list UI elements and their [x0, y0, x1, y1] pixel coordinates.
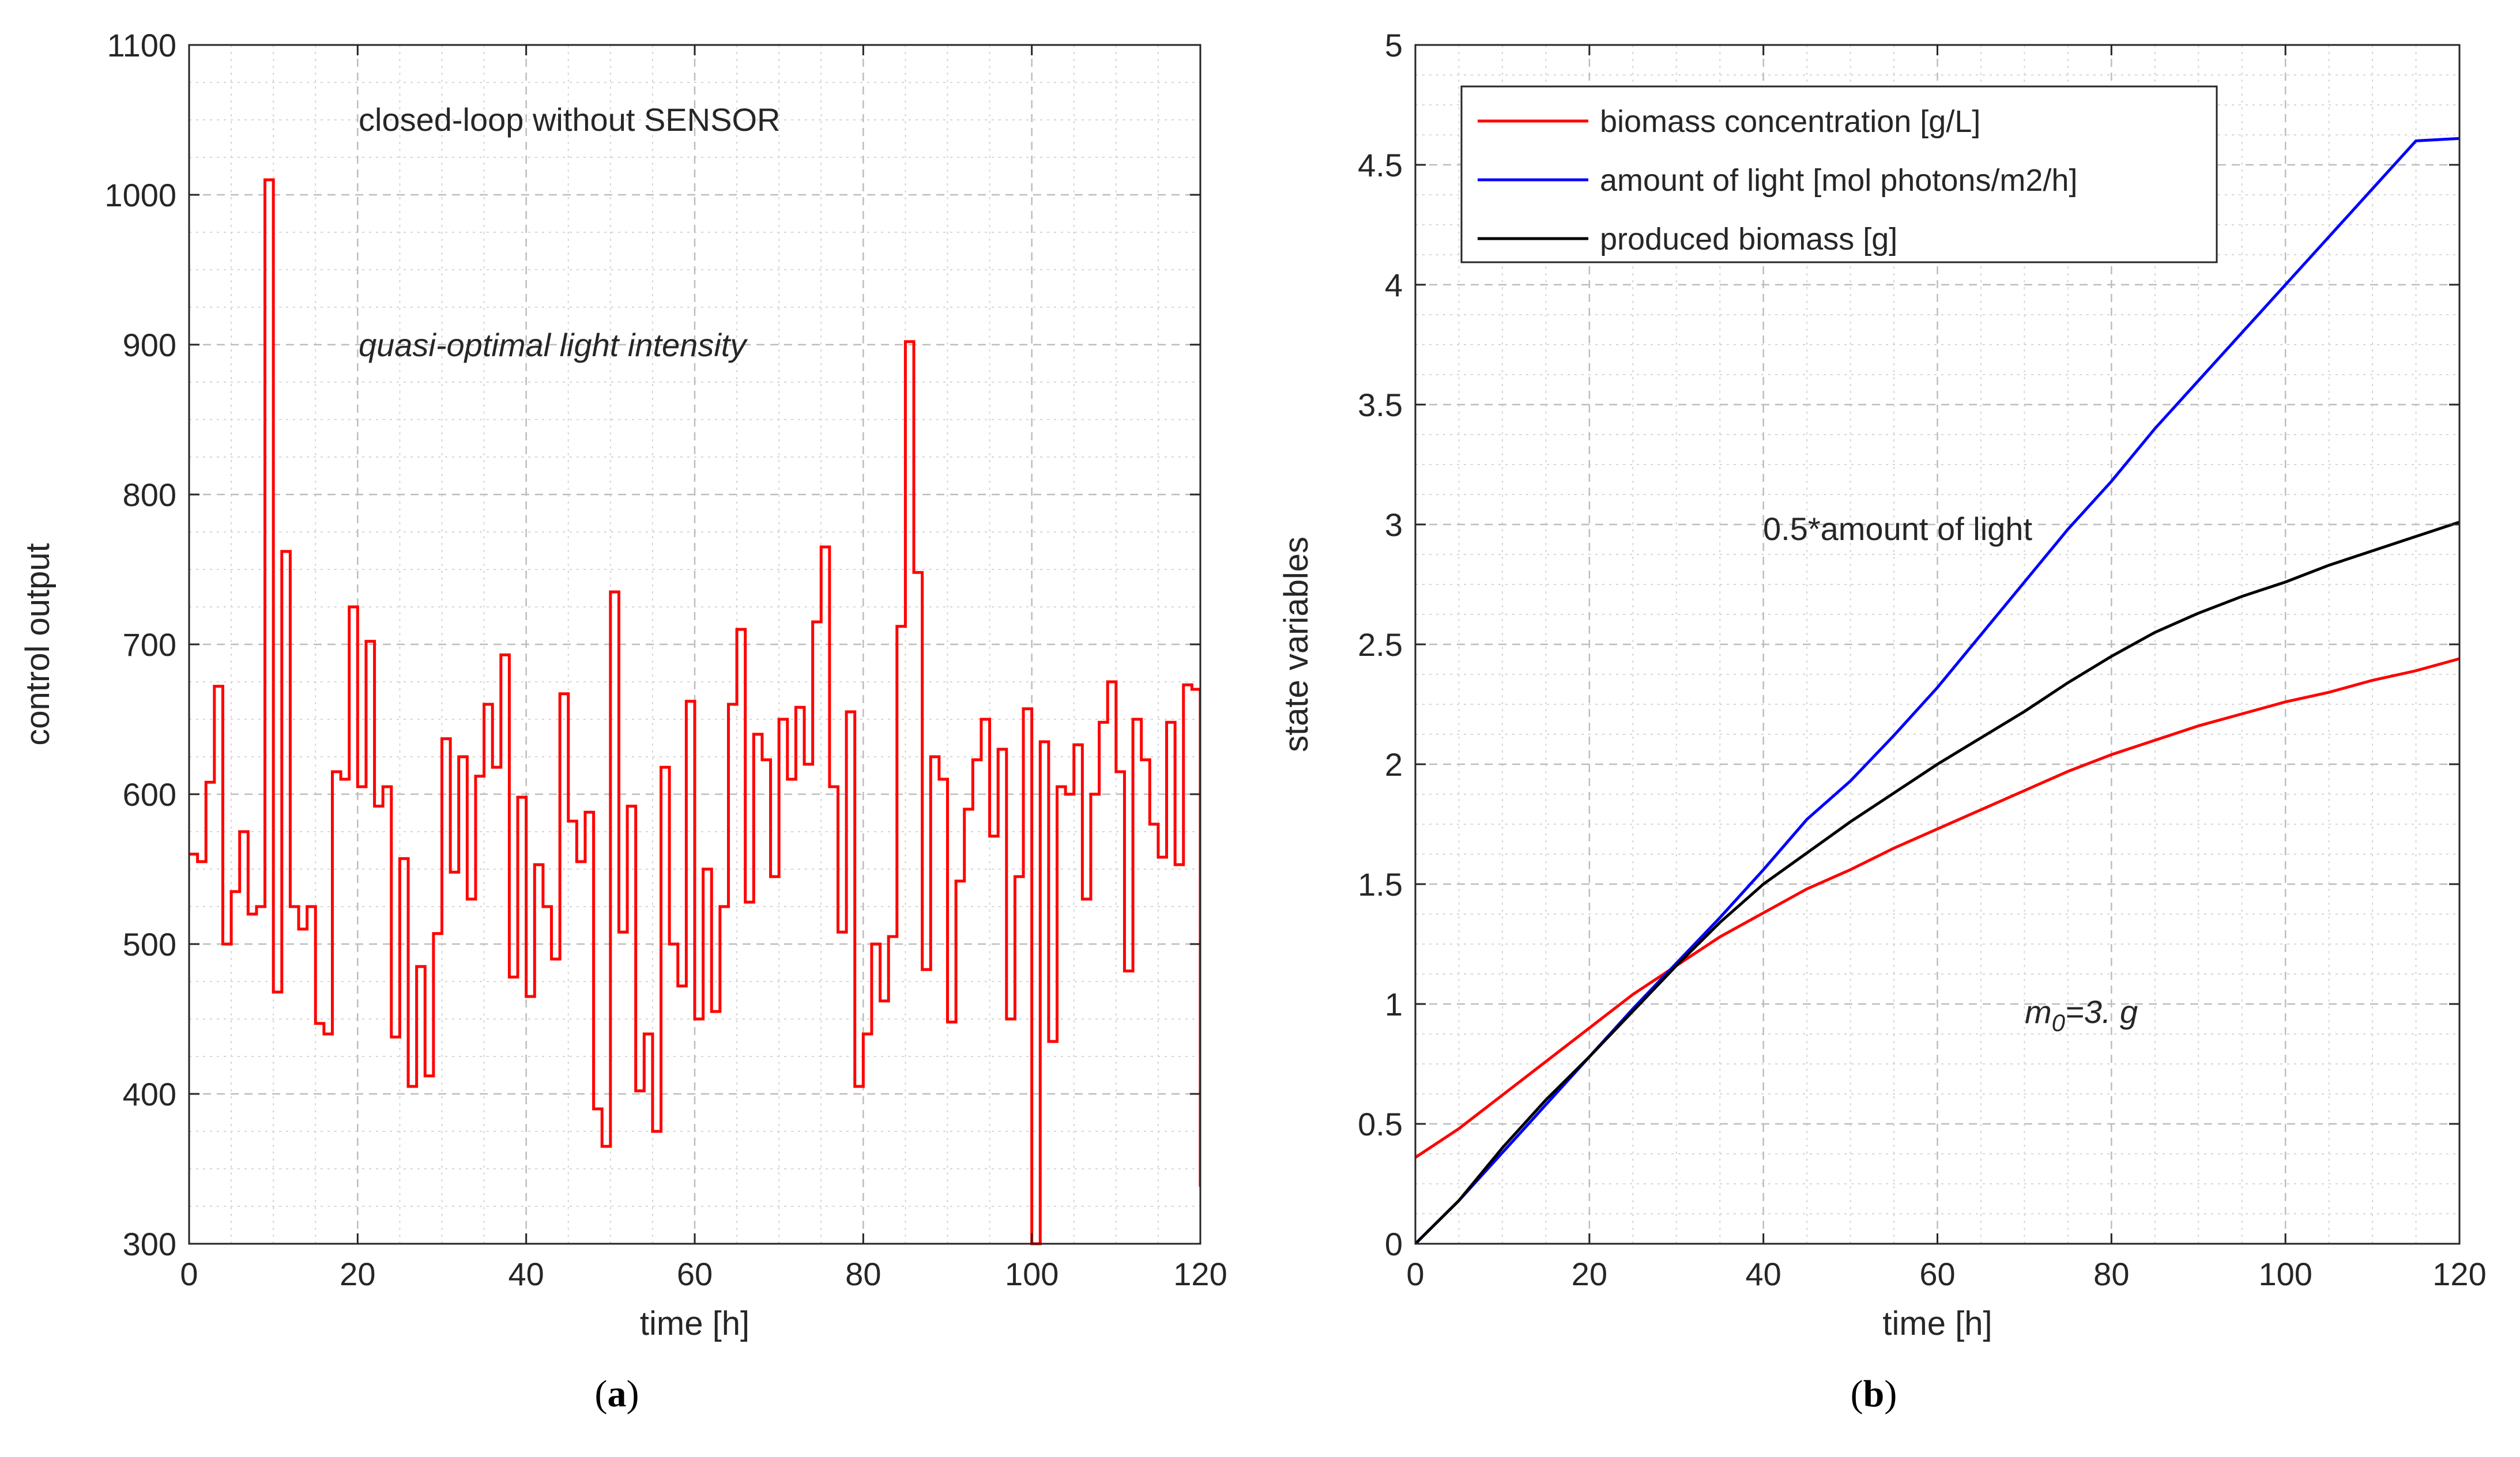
series-line-3	[1415, 520, 2459, 1245]
series-line-1	[1415, 657, 2459, 1159]
legend-entry-3: produced biomass [g]	[1600, 222, 1897, 256]
y-tick-label: 900	[123, 327, 176, 363]
y-tick-label: 3	[1385, 507, 1403, 543]
x-tick-label: 100	[1005, 1256, 1059, 1292]
y-tick-label: 500	[123, 926, 176, 962]
y-tick-label: 800	[123, 477, 176, 513]
y-tick-label: 700	[123, 626, 176, 663]
x-tick-label: 120	[2432, 1256, 2486, 1292]
x-tick-label: 40	[508, 1256, 544, 1292]
y-tick-label: 1000	[104, 177, 176, 213]
panel-b-chart: 0 20 40 60 80 100 120 0 0.5 1 1.5 2 2.5 3 3.5 4 4.5 5 time…	[1278, 27, 2487, 1342]
y-tick-label: 0.5	[1358, 1106, 1403, 1142]
caption-b-letter: b	[1863, 1373, 1885, 1415]
y-axis-label: control output	[19, 543, 56, 745]
annotation-m0-rest: =3. g	[2065, 994, 2138, 1030]
annotation-half-light: 0.5*amount of light	[1763, 511, 2032, 547]
y-tick-label: 3.5	[1358, 387, 1403, 423]
x-tick-label: 80	[845, 1256, 881, 1292]
annotation-closed-loop: closed-loop without SENSOR	[359, 101, 780, 138]
caption-b: (b)	[1851, 1373, 1897, 1415]
annotation-m0: m0=3. g	[2025, 994, 2138, 1036]
annotation-quasi-optimal: quasi-optimal light intensity	[359, 327, 748, 363]
x-tick-label: 60	[677, 1256, 713, 1292]
y-tick-label: 2.5	[1358, 626, 1403, 663]
x-tick-label: 20	[340, 1256, 375, 1292]
y-tick-label: 5	[1385, 27, 1403, 63]
x-tick-label: 20	[1572, 1256, 1607, 1292]
caption-a-letter: a	[608, 1373, 627, 1415]
legend-box	[1460, 85, 2218, 263]
y-tick-label: 4.5	[1358, 147, 1403, 183]
x-tick-label: 100	[2258, 1256, 2312, 1292]
y-tick-label: 600	[123, 776, 176, 813]
x-tick-label: 40	[1746, 1256, 1781, 1292]
y-tick-label: 1100	[107, 27, 176, 63]
caption-a: (a)	[595, 1373, 639, 1415]
legend-entry-1: biomass concentration [g/L]	[1600, 104, 1980, 139]
x-tick-label: 0	[1406, 1256, 1424, 1292]
x-tick-label: 120	[1173, 1256, 1227, 1292]
x-tick-label: 60	[1919, 1256, 1955, 1292]
x-tick-label: 0	[180, 1256, 198, 1292]
y-tick-label: 0	[1385, 1226, 1403, 1262]
x-axis-label: time [h]	[1882, 1305, 1992, 1342]
y-tick-label: 4	[1385, 267, 1403, 303]
annotation-m0-sub: 0	[2052, 1009, 2066, 1036]
legend-entry-2: amount of light [mol photons/m2/h]	[1600, 163, 2077, 198]
x-axis-label: time [h]	[640, 1305, 749, 1342]
y-tick-label: 1.5	[1358, 866, 1403, 903]
y-tick-label: 1	[1385, 986, 1403, 1022]
y-tick-label: 400	[123, 1076, 176, 1112]
y-tick-label: 300	[123, 1226, 176, 1262]
y-axis-label: state variables	[1278, 537, 1315, 752]
annotation-m0-base: m	[2025, 994, 2052, 1030]
y-tick-label: 2	[1385, 746, 1403, 783]
x-tick-label: 80	[2093, 1256, 2129, 1292]
panel-a-chart: 0 20 40 60 80 100 120 300 400 500 600 700 800 900 1000…	[19, 27, 1227, 1342]
